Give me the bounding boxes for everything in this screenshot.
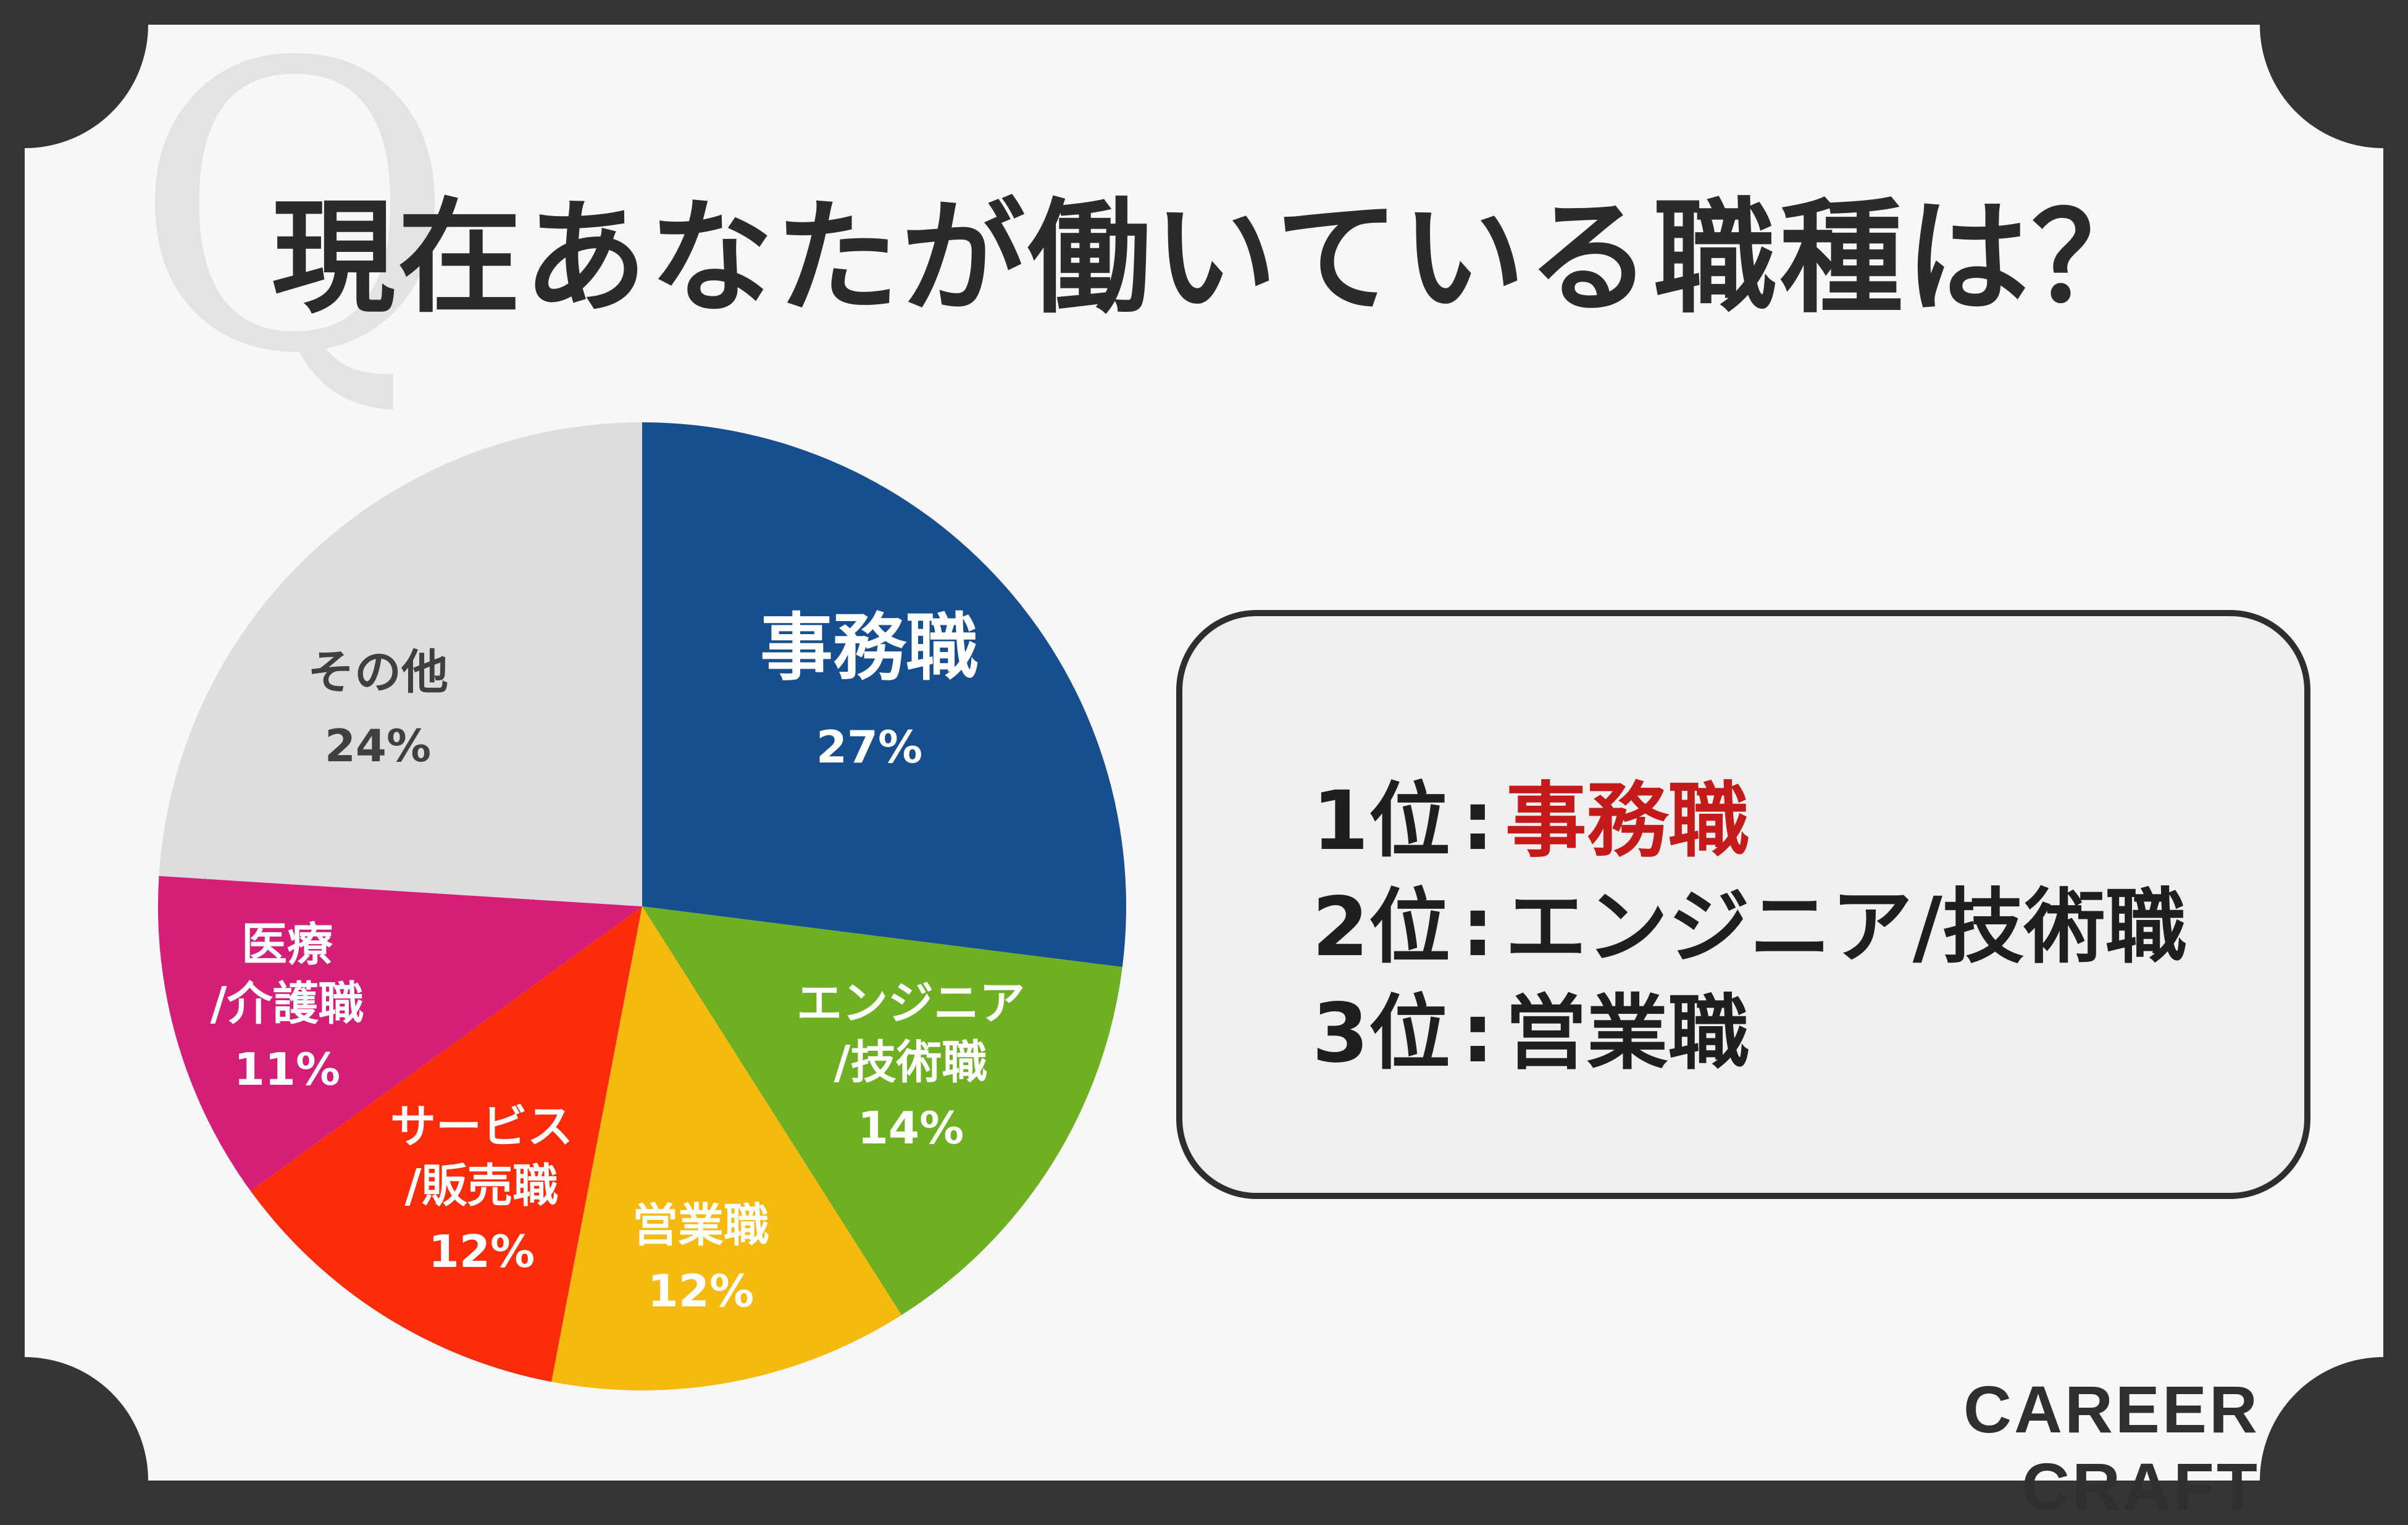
ranking-row-2: 2位:エンジニア/技術職 <box>1312 861 2187 979</box>
career-craft-logo: CAREER CRAFT <box>1729 1371 2260 1525</box>
slice-value: 12% <box>648 1265 754 1317</box>
slice-label: 営業職 <box>632 1199 769 1252</box>
slice-value: 11% <box>234 1043 340 1095</box>
slice-value: 12% <box>429 1226 535 1277</box>
ranking-row-1: 1位:事務職 <box>1312 755 1750 873</box>
rank-label: 1位 <box>1312 774 1450 869</box>
slice-value: 14% <box>858 1102 964 1154</box>
rank-separator: : <box>1450 880 1505 975</box>
ranking-box: 1位:事務職 2位:エンジニア/技術職 3位:営業職 <box>1176 610 2310 1199</box>
rank-separator: : <box>1450 774 1505 869</box>
pie-slice <box>642 422 1126 967</box>
slice-label: 事務職 <box>760 605 979 690</box>
rank-separator: : <box>1450 986 1505 1081</box>
ranking-row-3: 3位:営業職 <box>1312 967 1750 1085</box>
slice-value: 24% <box>325 720 431 772</box>
rank-value: 事務職 <box>1505 774 1750 869</box>
rank-label: 3位 <box>1312 986 1450 1081</box>
slice-label: その他 <box>307 645 448 700</box>
rank-value: エンジニア/技術職 <box>1505 880 2187 975</box>
rank-value: 営業職 <box>1505 986 1750 1081</box>
rank-label: 2位 <box>1312 880 1450 975</box>
slice-value: 27% <box>816 721 922 773</box>
